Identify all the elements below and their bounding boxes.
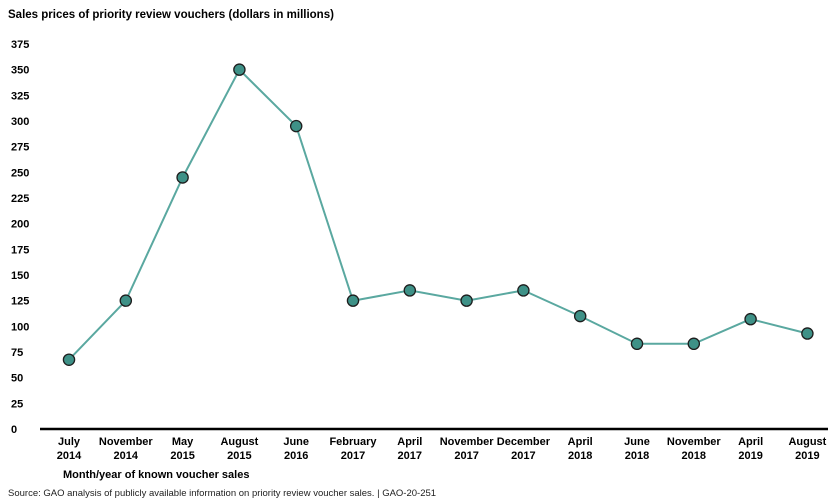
x-tick-label: February 2017 xyxy=(329,436,377,462)
data-point xyxy=(62,353,76,366)
data-point xyxy=(119,294,133,307)
x-axis-ticks: July 2014 November 2014 May 2015 August 2015 Jun… xyxy=(57,436,827,462)
x-tick-label: April 2018 xyxy=(568,436,593,462)
x-tick-label: November 2018 xyxy=(667,436,722,462)
data-point xyxy=(573,309,587,323)
data-point xyxy=(630,337,644,351)
data-point xyxy=(233,63,246,76)
data-point xyxy=(289,119,303,133)
y-tick-label: 350 xyxy=(11,65,29,77)
y-tick-label: 200 xyxy=(11,219,29,231)
data-point xyxy=(346,294,360,307)
y-tick-label: 50 xyxy=(11,373,23,385)
x-tick-label: April 2017 xyxy=(397,436,422,462)
x-tick-label: December 2017 xyxy=(497,436,551,462)
source-note: Source: GAO analysis of publicly availab… xyxy=(8,488,437,499)
y-tick-label: 275 xyxy=(11,142,29,154)
data-point xyxy=(176,171,189,184)
y-tick-label: 225 xyxy=(11,193,29,205)
y-tick-label: 25 xyxy=(11,398,23,410)
y-tick-label: 0 xyxy=(11,424,17,436)
y-tick-label: 125 xyxy=(11,296,29,308)
x-tick-label: August 2015 xyxy=(220,436,258,462)
y-tick-label: 250 xyxy=(11,167,29,179)
data-point xyxy=(403,284,417,297)
data-point xyxy=(687,337,701,351)
data-points xyxy=(62,63,814,366)
y-tick-label: 375 xyxy=(11,39,29,51)
x-tick-label: August 2019 xyxy=(788,436,826,462)
x-tick-label: June 2018 xyxy=(624,436,650,462)
data-point xyxy=(517,284,530,297)
x-tick-label: November 2014 xyxy=(99,436,154,462)
series-line xyxy=(68,68,808,361)
y-tick-label: 150 xyxy=(11,270,29,282)
y-tick-label: 100 xyxy=(11,321,29,333)
x-axis-label: Month/year of known voucher sales xyxy=(63,469,250,481)
chart-title: Sales prices of priority review vouchers… xyxy=(8,9,334,21)
y-axis-ticks: 0 25 50 75 100 125 150 175 200 225 250 275 300 325 350… xyxy=(11,39,29,436)
x-tick-label: May 2015 xyxy=(170,436,194,462)
x-tick-label: November 2017 xyxy=(440,436,495,462)
x-tick-label: April 2019 xyxy=(738,436,763,462)
data-point xyxy=(460,294,473,307)
y-tick-label: 175 xyxy=(11,244,29,256)
data-point xyxy=(744,312,757,326)
x-tick-label: June 2016 xyxy=(283,436,309,462)
data-point xyxy=(801,327,814,340)
x-tick-label: July 2014 xyxy=(57,436,82,462)
y-tick-label: 75 xyxy=(11,347,23,359)
y-tick-label: 300 xyxy=(11,116,29,128)
y-tick-label: 325 xyxy=(11,90,29,102)
